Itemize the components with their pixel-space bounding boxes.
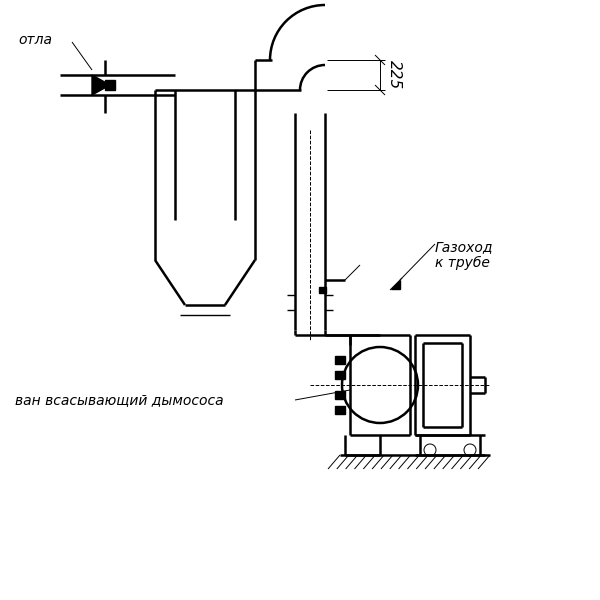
Polygon shape — [335, 391, 345, 399]
Polygon shape — [391, 280, 400, 289]
Polygon shape — [335, 356, 345, 364]
Polygon shape — [335, 371, 345, 379]
Polygon shape — [92, 75, 110, 95]
Polygon shape — [105, 80, 115, 90]
Text: Газоход
к трубе: Газоход к трубе — [435, 240, 493, 271]
Text: 225: 225 — [386, 61, 401, 89]
Polygon shape — [319, 287, 326, 293]
Text: отла: отла — [18, 33, 52, 47]
Polygon shape — [335, 406, 345, 414]
Text: ван всасывающий дымососа: ван всасывающий дымососа — [15, 393, 224, 407]
